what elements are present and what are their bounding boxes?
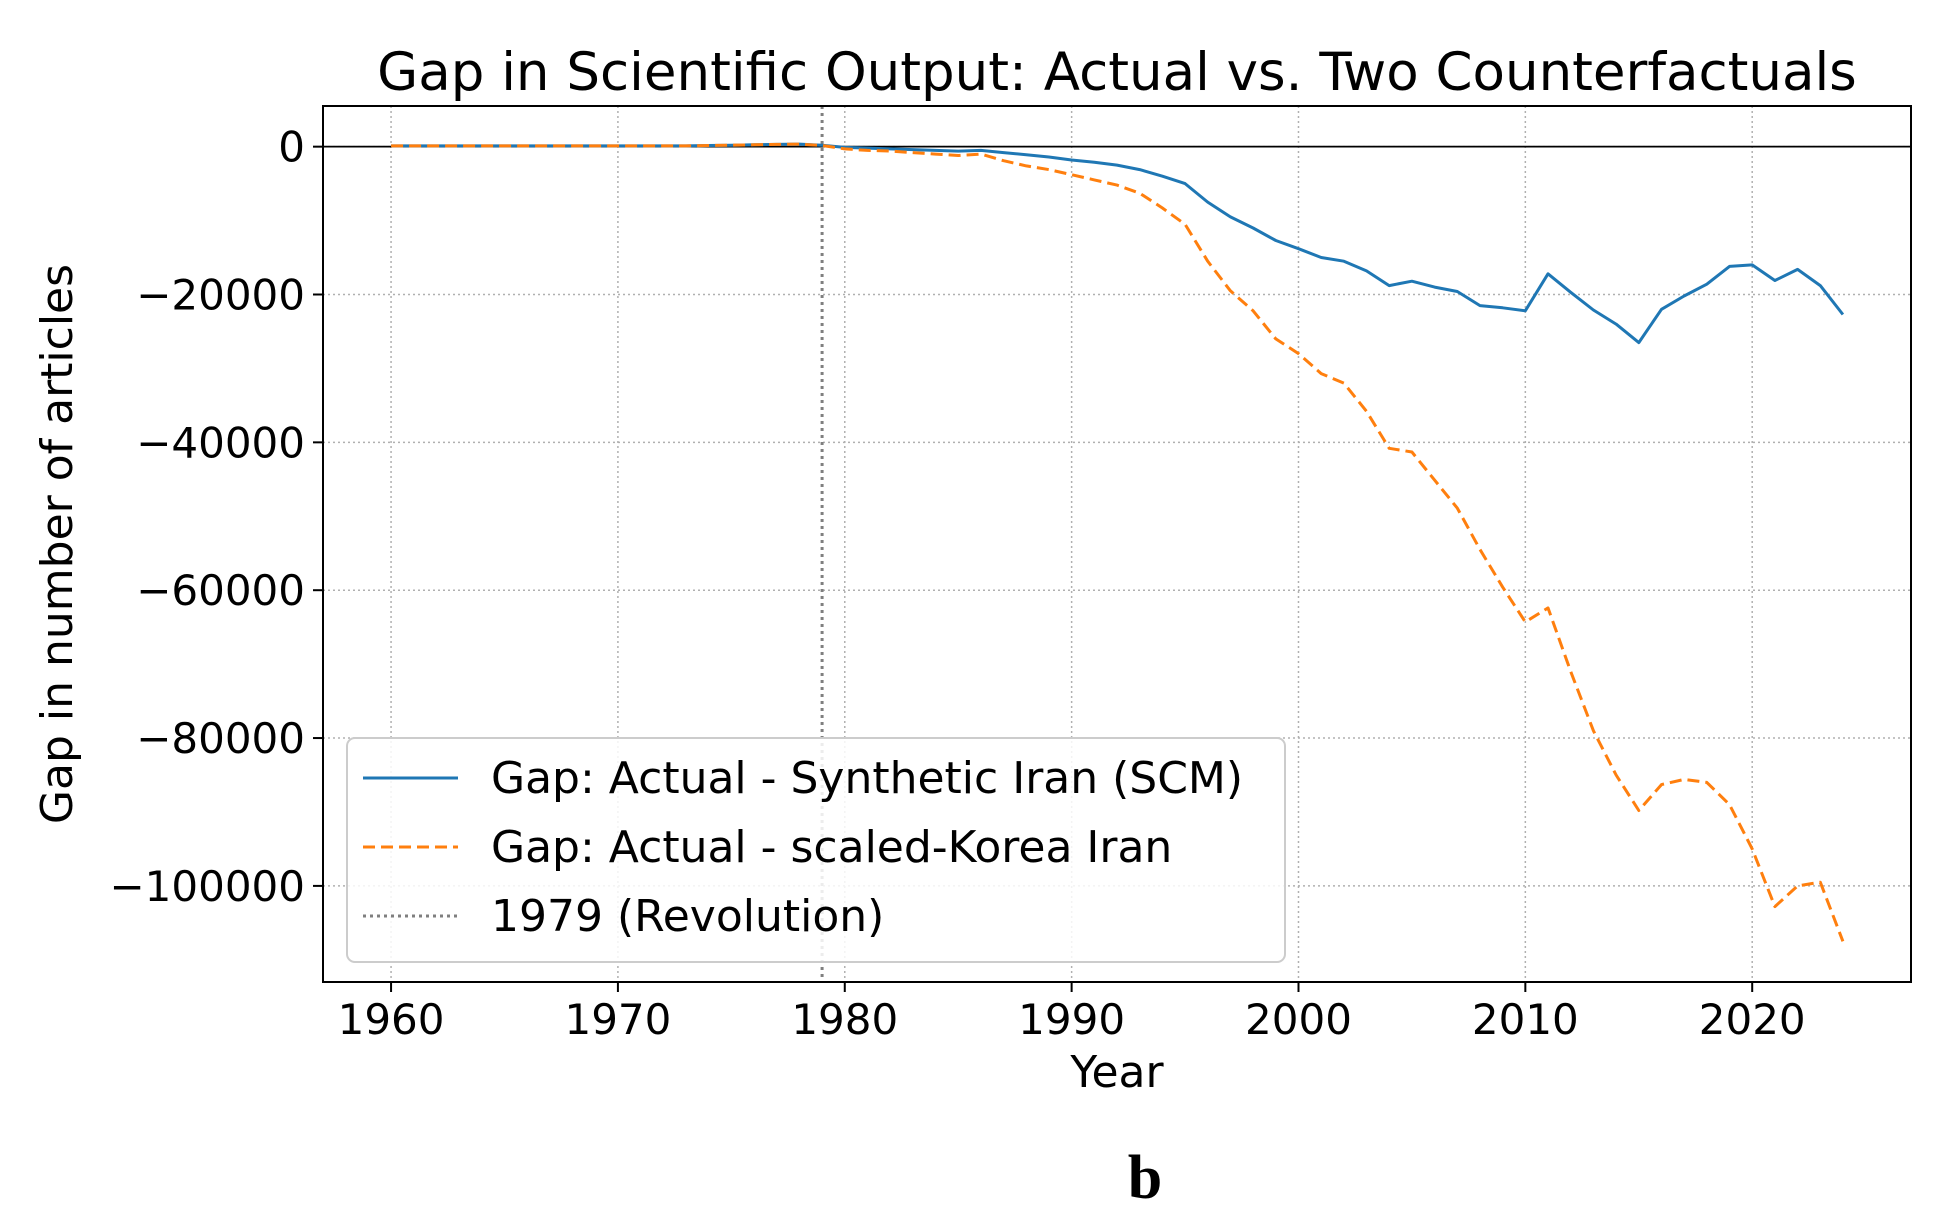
x-tick-label: 2000 xyxy=(1245,995,1352,1044)
panel-label: b xyxy=(1128,1144,1162,1206)
y-axis-label: Gap in number of articles xyxy=(32,264,83,824)
x-tick-label: 1990 xyxy=(1018,995,1125,1044)
series-line-scm xyxy=(391,142,1845,345)
y-tick-label: −80000 xyxy=(136,714,305,763)
y-tick-label: −40000 xyxy=(136,418,305,467)
plot-frame xyxy=(322,105,1912,983)
chart-title: Gap in Scientific Output: Actual vs. Two… xyxy=(377,42,1857,103)
x-axis-label: Year xyxy=(1069,1047,1164,1098)
y-tick-label: −20000 xyxy=(136,271,305,320)
legend-label-revolution: 1979 (Revolution) xyxy=(491,891,884,942)
legend-label-korea: Gap: Actual - scaled-Korea Iran xyxy=(491,822,1172,873)
x-tick-label: 2010 xyxy=(1472,995,1579,1044)
x-tick-label: 1970 xyxy=(564,995,671,1044)
x-axis-ticks: 1960 1970 1980 1990 2000 2010 2020 xyxy=(338,982,1806,1044)
y-tick-label: −100000 xyxy=(109,862,305,911)
series-line-scaled-korea xyxy=(391,142,1845,942)
legend: Gap: Actual - Synthetic Iran (SCM) Gap: … xyxy=(346,737,1286,963)
legend-label-scm: Gap: Actual - Synthetic Iran (SCM) xyxy=(491,753,1243,804)
y-axis-ticks: 0 −20000 −40000 −60000 −80000 −100000 xyxy=(109,123,323,911)
y-tick-label: 0 xyxy=(278,123,305,172)
y-tick-label: −60000 xyxy=(136,566,305,615)
x-tick-label: 1960 xyxy=(338,995,445,1044)
x-tick-label: 1980 xyxy=(791,995,898,1044)
series-lines xyxy=(391,142,1845,942)
x-tick-label: 2020 xyxy=(1699,995,1806,1044)
legend-box xyxy=(346,737,1286,963)
